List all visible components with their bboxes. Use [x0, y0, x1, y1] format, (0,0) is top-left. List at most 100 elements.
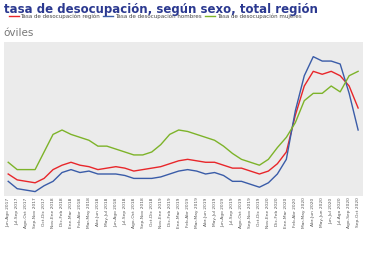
Tasa de desocupación mujeres [275, 146, 280, 149]
Tasa de desocupación hombres [320, 59, 324, 63]
Tasa de desocupación mujeres [248, 161, 253, 164]
Tasa de desocupación mujeres [266, 158, 270, 161]
Tasa de desocupación región [158, 165, 163, 168]
Tasa de desocupación región [221, 164, 226, 167]
Tasa de desocupación región [87, 165, 91, 168]
Tasa de desocupación mujeres [284, 136, 289, 139]
Tasa de desocupación hombres [311, 55, 316, 58]
Tasa de desocupación hombres [230, 180, 235, 183]
Tasa de desocupación mujeres [185, 130, 190, 133]
Tasa de desocupación hombres [168, 172, 172, 176]
Tasa de desocupación región [42, 177, 46, 180]
Tasa de desocupación mujeres [105, 144, 109, 148]
Tasa de desocupación región [176, 159, 181, 162]
Tasa de desocupación región [141, 168, 145, 171]
Tasa de desocupación hombres [302, 74, 306, 77]
Tasa de desocupación región [275, 162, 280, 165]
Tasa de desocupación región [51, 168, 55, 171]
Tasa de desocupación región [194, 159, 199, 162]
Tasa de desocupación hombres [42, 184, 46, 187]
Tasa de desocupación hombres [132, 177, 136, 180]
Tasa de desocupación mujeres [149, 150, 154, 154]
Tasa de desocupación mujeres [347, 74, 352, 77]
Tasa de desocupación mujeres [168, 133, 172, 136]
Tasa de desocupación región [15, 178, 19, 181]
Tasa de desocupación mujeres [221, 144, 226, 148]
Tasa de desocupación región [78, 164, 82, 167]
Tasa de desocupación región [266, 169, 270, 173]
Tasa de desocupación mujeres [204, 136, 208, 139]
Tasa de desocupación hombres [284, 158, 289, 161]
Tasa de desocupación mujeres [329, 84, 333, 88]
Tasa de desocupación hombres [158, 175, 163, 179]
Tasa de desocupación hombres [221, 174, 226, 177]
Tasa de desocupación región [248, 169, 253, 173]
Tasa de desocupación región [185, 158, 190, 161]
Tasa de desocupación mujeres [6, 161, 10, 164]
Tasa de desocupación hombres [87, 169, 91, 173]
Tasa de desocupación mujeres [24, 168, 28, 171]
Tasa de desocupación mujeres [96, 144, 100, 148]
Tasa de desocupación hombres [78, 171, 82, 174]
Tasa de desocupación hombres [194, 169, 199, 173]
Tasa de desocupación hombres [176, 169, 181, 173]
Tasa de desocupación hombres [15, 187, 19, 190]
Tasa de desocupación mujeres [60, 128, 64, 132]
Tasa de desocupación hombres [33, 190, 37, 193]
Tasa de desocupación hombres [69, 168, 73, 171]
Tasa de desocupación región [60, 164, 64, 167]
Tasa de desocupación mujeres [69, 133, 73, 136]
Tasa de desocupación hombres [356, 128, 360, 132]
Tasa de desocupación mujeres [257, 164, 262, 167]
Tasa de desocupación hombres [6, 180, 10, 183]
Tasa de desocupación mujeres [311, 92, 316, 95]
Tasa de desocupación mujeres [239, 158, 244, 161]
Tasa de desocupación región [230, 166, 235, 170]
Tasa de desocupación mujeres [114, 147, 118, 151]
Tasa de desocupación región [284, 150, 289, 154]
Tasa de desocupación mujeres [42, 150, 46, 154]
Tasa de desocupación región [69, 161, 73, 164]
Tasa de desocupación mujeres [132, 153, 136, 157]
Tasa de desocupación región [149, 166, 154, 170]
Tasa de desocupación región [105, 166, 109, 170]
Legend: Tasa de desocupación región, Tasa de desocupación hombres, Tasa de desocupación : Tasa de desocupación región, Tasa de des… [7, 11, 304, 21]
Tasa de desocupación mujeres [356, 70, 360, 73]
Tasa de desocupación región [356, 106, 360, 110]
Tasa de desocupación hombres [141, 177, 145, 180]
Tasa de desocupación región [212, 161, 217, 164]
Tasa de desocupación mujeres [87, 139, 91, 142]
Tasa de desocupación mujeres [302, 99, 306, 102]
Tasa de desocupación región [204, 161, 208, 164]
Tasa de desocupación hombres [212, 171, 217, 174]
Tasa de desocupación hombres [266, 181, 270, 185]
Tasa de desocupación mujeres [338, 90, 342, 94]
Tasa de desocupación región [347, 84, 352, 88]
Tasa de desocupación región [329, 70, 333, 73]
Tasa de desocupación mujeres [320, 92, 324, 95]
Tasa de desocupación región [122, 166, 127, 170]
Tasa de desocupación región [96, 168, 100, 171]
Tasa de desocupación hombres [338, 62, 342, 66]
Line: Tasa de desocupación mujeres: Tasa de desocupación mujeres [8, 71, 358, 170]
Tasa de desocupación mujeres [230, 152, 235, 155]
Tasa de desocupación región [132, 169, 136, 173]
Tasa de desocupación mujeres [194, 133, 199, 136]
Tasa de desocupación región [257, 172, 262, 176]
Tasa de desocupación hombres [122, 174, 127, 177]
Tasa de desocupación mujeres [122, 150, 127, 154]
Tasa de desocupación mujeres [33, 168, 37, 171]
Tasa de desocupación hombres [275, 172, 280, 176]
Tasa de desocupación mujeres [78, 136, 82, 139]
Tasa de desocupación región [114, 165, 118, 168]
Line: Tasa de desocupación hombres: Tasa de desocupación hombres [8, 57, 358, 192]
Tasa de desocupación región [33, 181, 37, 185]
Tasa de desocupación región [338, 74, 342, 77]
Tasa de desocupación región [302, 84, 306, 88]
Tasa de desocupación hombres [149, 177, 154, 180]
Tasa de desocupación mujeres [15, 168, 19, 171]
Tasa de desocupación hombres [185, 168, 190, 171]
Tasa de desocupación región [6, 172, 10, 176]
Tasa de desocupación mujeres [158, 143, 163, 146]
Tasa de desocupación hombres [114, 172, 118, 176]
